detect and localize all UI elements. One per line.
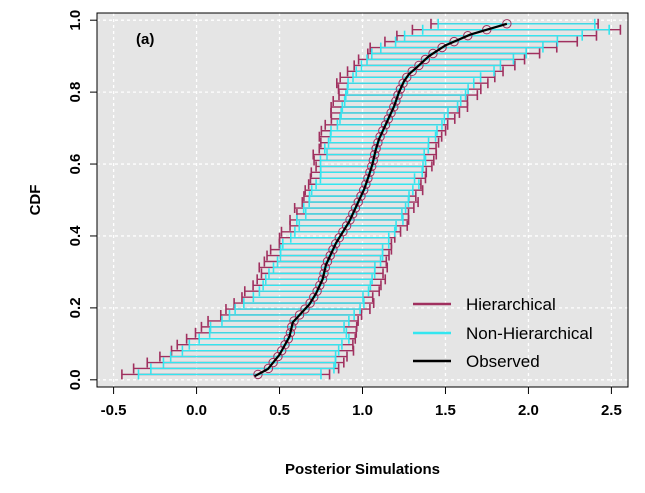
median-point-58 xyxy=(482,25,492,35)
median-point-42 xyxy=(380,120,391,130)
median-point-45 xyxy=(389,102,399,112)
median-point-43 xyxy=(383,114,394,124)
median-point-53 xyxy=(420,54,431,65)
median-point-33 xyxy=(363,173,373,184)
median-point-39 xyxy=(373,137,383,148)
legend: Hierarchical Non-Hierarchical Observed xyxy=(413,295,593,371)
median-point-46 xyxy=(391,96,401,106)
median-point-27 xyxy=(348,209,358,219)
x-tick-label-1: 0.0 xyxy=(186,402,207,419)
median-point-20 xyxy=(325,250,335,261)
x-tick-label-6: 2.5 xyxy=(601,402,622,419)
y-tick-label-4: 0.8 xyxy=(67,82,84,103)
median-point-15 xyxy=(315,280,325,290)
y-axis-title: CDF xyxy=(27,185,44,216)
median-point-52 xyxy=(414,60,424,71)
panel-label: (a) xyxy=(136,31,154,48)
y-tick-label-5: 1.0 xyxy=(67,10,84,31)
x-axis-title: Posterior Simulations xyxy=(285,461,440,478)
median-point-9 xyxy=(289,316,299,326)
x-tick-label-5: 2.0 xyxy=(518,402,539,419)
median-point-19 xyxy=(322,256,333,267)
median-point-1 xyxy=(263,363,274,374)
median-point-55 xyxy=(437,42,447,53)
median-point-48 xyxy=(395,84,406,94)
median-point-41 xyxy=(378,126,388,136)
median-point-11 xyxy=(300,304,310,314)
y-tick-label-3: 0.6 xyxy=(67,154,84,175)
median-point-21 xyxy=(328,244,338,255)
median-point-30 xyxy=(356,191,366,201)
legend-label-hierarchical: Hierarchical xyxy=(466,295,556,314)
x-tick-label-2: 0.5 xyxy=(269,402,290,419)
median-point-28 xyxy=(350,203,361,213)
median-point-4 xyxy=(277,345,287,356)
median-point-26 xyxy=(345,215,355,225)
median-point-50 xyxy=(402,72,412,82)
median-point-47 xyxy=(393,90,403,100)
median-point-54 xyxy=(428,48,438,59)
legend-label-non-hierarchical: Non-Hierarchical xyxy=(466,324,593,343)
median-point-10 xyxy=(294,310,305,320)
median-point-13 xyxy=(309,292,319,302)
non-hierarchical-intervals xyxy=(137,18,610,380)
median-point-51 xyxy=(407,66,417,77)
median-point-14 xyxy=(312,286,322,296)
median-point-29 xyxy=(353,197,363,207)
median-point-40 xyxy=(375,132,385,142)
median-point-34 xyxy=(365,167,375,178)
x-axis: -0.5 0.0 0.5 1.0 1.5 2.0 2.5 xyxy=(101,387,622,419)
median-point-57 xyxy=(463,30,473,41)
median-point-31 xyxy=(359,185,369,195)
y-tick-label-2: 0.4 xyxy=(67,225,84,247)
median-point-35 xyxy=(367,161,377,172)
median-point-25 xyxy=(341,221,352,231)
observed-line xyxy=(254,22,508,378)
legend-label-observed: Observed xyxy=(466,352,540,371)
y-tick-label-0: 0.0 xyxy=(67,369,84,390)
x-tick-label-3: 1.0 xyxy=(352,402,373,419)
observed-series xyxy=(254,22,508,378)
y-axis: 0.0 0.2 0.4 0.6 0.8 1.0 xyxy=(67,10,97,390)
median-point-59 xyxy=(502,19,512,29)
median-point-5 xyxy=(280,339,290,350)
median-point-56 xyxy=(449,36,459,47)
median-point-6 xyxy=(283,334,294,344)
x-tick-label-4: 1.5 xyxy=(435,402,456,419)
y-tick-label-1: 0.2 xyxy=(67,297,84,318)
median-point-0 xyxy=(253,369,263,380)
median-point-44 xyxy=(386,108,396,118)
median-point-2 xyxy=(268,357,278,368)
x-tick-label-0: -0.5 xyxy=(101,402,127,419)
median-point-32 xyxy=(361,179,371,189)
